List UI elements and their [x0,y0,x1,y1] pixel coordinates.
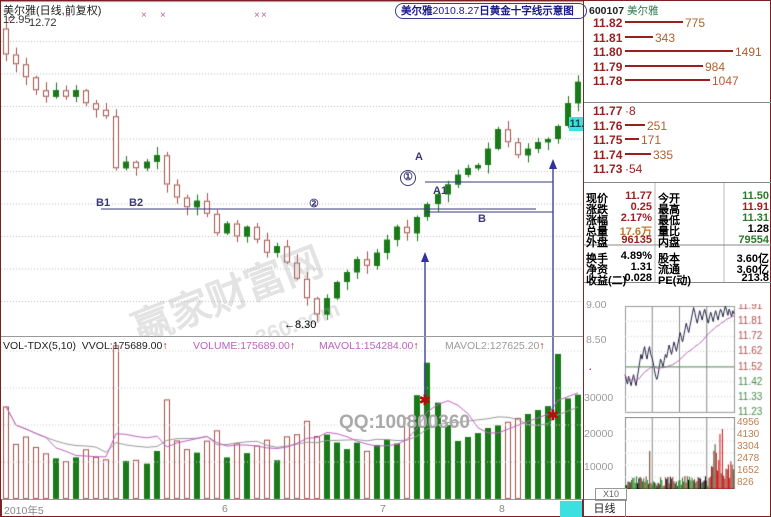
svg-text:✱: ✱ [419,392,431,408]
svg-text:✱: ✱ [547,407,559,423]
